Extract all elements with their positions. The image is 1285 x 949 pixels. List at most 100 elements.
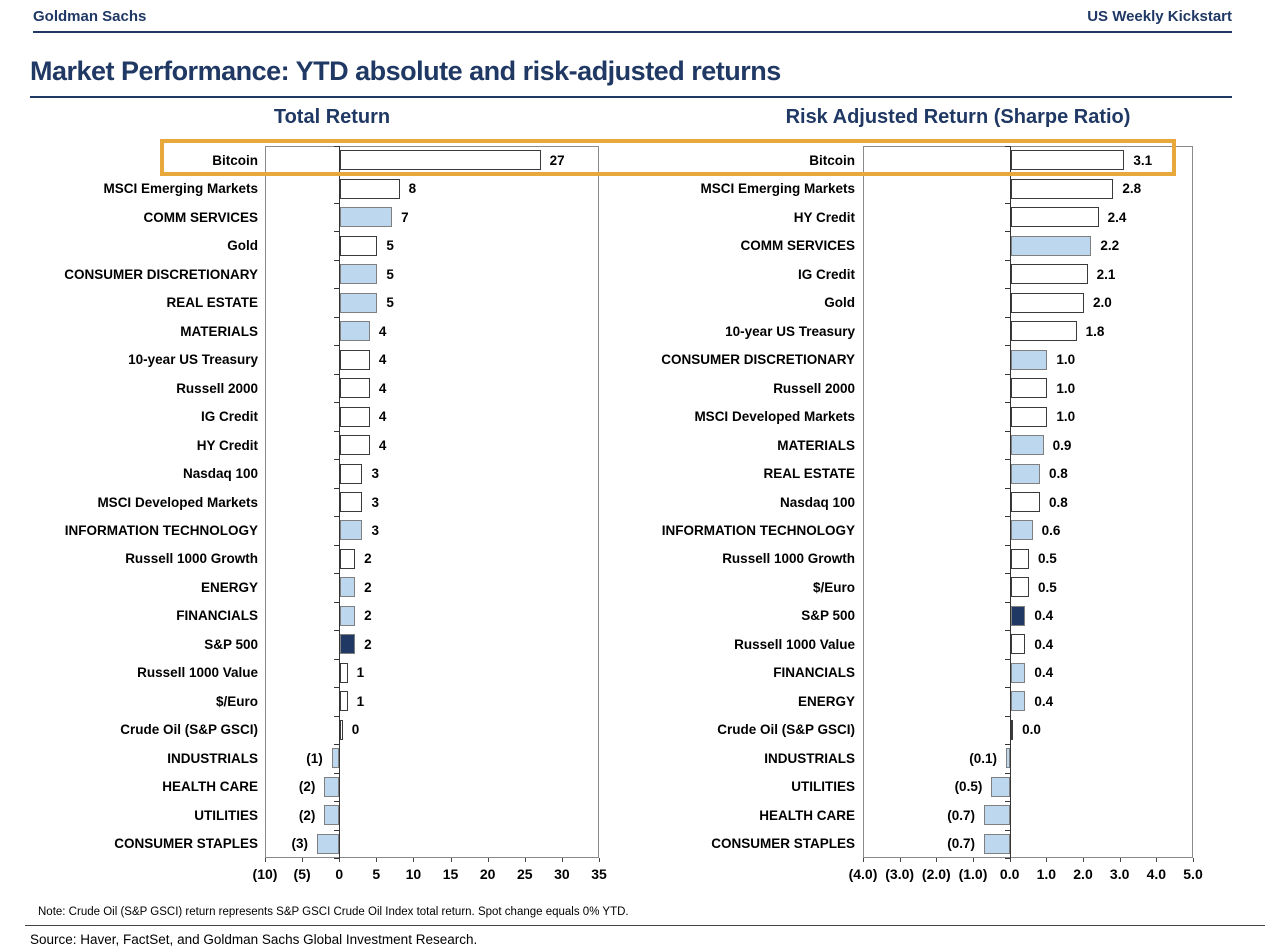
x-axis-tick <box>1083 858 1084 862</box>
value-label: 0.6 <box>1041 522 1061 538</box>
category-label: CONSUMER STAPLES <box>711 836 855 852</box>
row-boundary-tick <box>334 402 340 404</box>
x-axis-tick <box>863 858 864 862</box>
category-label: HY Credit <box>196 437 258 453</box>
category-label: Nasdaq 100 <box>779 494 855 510</box>
category-label: INFORMATION TECHNOLOGY <box>64 522 258 538</box>
row-boundary-tick <box>334 687 340 689</box>
row-boundary-tick <box>1004 687 1010 689</box>
value-label: 4 <box>378 380 387 396</box>
zero-axis-line <box>1009 146 1011 858</box>
value-label: 0.5 <box>1038 551 1057 567</box>
row-boundary-tick <box>1004 630 1010 632</box>
bar-white <box>340 719 343 740</box>
category-label: FINANCIALS <box>773 665 855 681</box>
row-boundary-tick <box>1004 430 1010 432</box>
row-boundary-tick <box>1004 345 1010 347</box>
row-boundary-tick <box>1004 487 1010 489</box>
value-label: 1.0 <box>1056 409 1076 425</box>
value-label: 3 <box>371 522 379 538</box>
value-label: 0.0 <box>1022 722 1041 738</box>
bar-white <box>1010 178 1114 199</box>
bar-white <box>340 548 356 569</box>
bar-blue <box>340 264 378 285</box>
value-label: 0.4 <box>1034 608 1054 624</box>
x-axis-tick <box>1193 858 1194 862</box>
category-label: MSCI Emerging Markets <box>103 181 258 197</box>
value-label: (0.5) <box>954 779 983 795</box>
bar-white <box>340 406 370 427</box>
bar-white <box>340 662 348 683</box>
row-boundary-tick <box>1004 801 1010 803</box>
category-label: Crude Oil (S&P GSCI) <box>120 722 258 738</box>
category-label: $/Euro <box>812 579 855 595</box>
value-label: 0.4 <box>1034 693 1054 709</box>
bar-white <box>340 492 363 512</box>
x-tick-label: 35 <box>591 866 607 882</box>
bar-blue <box>340 577 356 598</box>
x-tick-label: (10) <box>252 866 278 882</box>
row-boundary-tick <box>334 288 340 290</box>
bar-blue <box>1010 349 1048 370</box>
value-label: 3.1 <box>1133 152 1153 168</box>
row-boundary-tick <box>1004 601 1010 603</box>
source-line: Source: Haver, FactSet, and Goldman Sach… <box>30 932 478 947</box>
value-label: 2.0 <box>1093 295 1112 311</box>
bar-blue <box>1010 520 1033 541</box>
category-label: ENERGY <box>200 579 258 595</box>
category-label: Russell 2000 <box>176 380 258 396</box>
category-label: Russell 1000 Value <box>137 665 258 681</box>
row-boundary-tick <box>1004 316 1010 318</box>
x-axis-tick <box>899 858 901 862</box>
category-label: Crude Oil (S&P GSCI) <box>717 722 855 738</box>
x-tick-label: 1.0 <box>1036 866 1057 882</box>
row-boundary-tick <box>334 658 340 660</box>
category-label: $/Euro <box>215 693 258 709</box>
category-label: MATERIALS <box>777 437 855 453</box>
category-label: CONSUMER DISCRETIONARY <box>661 352 855 368</box>
value-label: 2 <box>364 608 372 624</box>
x-tick-label: (3.0) <box>885 866 915 882</box>
value-label: (3) <box>291 836 308 852</box>
bar-white <box>340 235 378 256</box>
bar-white <box>1010 378 1048 399</box>
x-axis-tick <box>1009 858 1011 862</box>
brand-name: Goldman Sachs <box>33 8 147 25</box>
title-rule <box>30 96 1232 98</box>
page-title: Market Performance: YTD absolute and ris… <box>30 56 781 86</box>
row-boundary-tick <box>334 744 340 746</box>
x-axis-tick <box>302 858 304 862</box>
category-label: COMM SERVICES <box>143 209 258 225</box>
category-label: Russell 1000 Growth <box>722 551 855 567</box>
category-label: REAL ESTATE <box>166 295 258 311</box>
row-boundary-tick <box>334 259 340 261</box>
bar-white <box>340 349 370 370</box>
value-label: (0.1) <box>969 750 997 766</box>
value-label: 2.1 <box>1096 266 1116 282</box>
x-tick-label: 3.0 <box>1109 866 1130 882</box>
row-boundary-tick <box>334 487 340 489</box>
bar-blue <box>340 292 378 313</box>
row-boundary-tick <box>334 544 340 546</box>
category-label: Bitcoin <box>809 152 855 168</box>
row-boundary-tick <box>1004 516 1010 518</box>
x-axis-tick <box>413 858 415 862</box>
x-tick-label: 20 <box>479 866 496 882</box>
value-label: 0.5 <box>1038 579 1057 595</box>
x-tick-label: 0 <box>335 866 344 882</box>
bar-blue <box>331 748 340 769</box>
value-label: 8 <box>408 181 417 197</box>
bar-blue <box>984 833 1010 854</box>
row-boundary-tick <box>334 345 340 347</box>
x-axis-tick <box>973 858 974 862</box>
category-label: UTILITIES <box>194 807 258 823</box>
bar-white <box>1010 150 1125 171</box>
bar-blue <box>324 805 340 826</box>
value-label: 4 <box>378 323 387 339</box>
bar-navy <box>340 634 356 655</box>
category-label: ENERGY <box>797 693 855 709</box>
category-label: HY Credit <box>793 209 855 225</box>
plot-area <box>265 146 599 858</box>
value-label: 1.8 <box>1085 323 1105 339</box>
bar-blue <box>340 207 393 228</box>
